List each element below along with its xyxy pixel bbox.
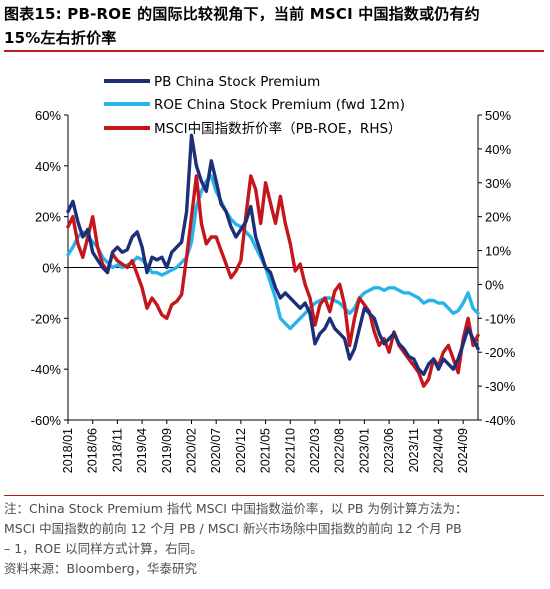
x-tick-label: 2021/05: [259, 428, 273, 473]
right-tick-label: -40%: [485, 413, 516, 428]
right-tick-label: -30%: [485, 379, 516, 394]
x-tick-label: 2020/02: [184, 428, 198, 473]
left-tick-label: 40%: [35, 159, 61, 174]
left-tick-label: 0%: [42, 261, 61, 276]
source-line: 资料来源：Bloomberg，华泰研究: [4, 561, 197, 576]
series-line-msci-discount: [66, 174, 480, 388]
x-tick-label: 2020/07: [209, 428, 223, 473]
x-tick-label: 2023/11: [407, 428, 421, 472]
left-tick-label: -40%: [31, 362, 62, 377]
x-tick-label: 2022/03: [308, 428, 322, 473]
x-tick-label: 2018/11: [110, 428, 124, 472]
figure-title-line-2: 15%左右折价率: [4, 29, 117, 47]
x-tick-label: 2024/04: [431, 428, 445, 473]
series-layer: [66, 133, 480, 388]
x-tick-label: 2023/01: [357, 428, 371, 473]
x-tick-label: 2021/10: [283, 428, 297, 473]
x-tick-label: 2019/09: [160, 428, 174, 473]
series-line-pb-premium: [66, 133, 480, 376]
x-tick-label: 2020/12: [234, 428, 248, 473]
note-line-2: MSCI 中国指数的前向 12 个月 PB / MSCI 新兴市场除中国指数的前…: [4, 521, 462, 536]
left-tick-label: -60%: [31, 413, 62, 428]
x-tick-label: 2018/01: [61, 428, 75, 473]
right-tick-label: -20%: [485, 345, 516, 360]
x-tick-label: 2022/08: [333, 428, 347, 473]
x-tick-label: 2019/04: [135, 428, 149, 473]
right-tick-label: 20%: [485, 210, 511, 225]
right-tick-label: 0%: [485, 277, 504, 292]
x-tick-label: 2023/06: [382, 428, 396, 473]
left-tick-label: 20%: [35, 210, 61, 225]
x-tick-label: 2018/06: [86, 428, 100, 473]
figure-title: 图表15: PB-ROE 的国际比较视角下，当前 MSCI 中国指数或仍有约 1…: [4, 2, 546, 50]
notes-divider: [4, 495, 544, 496]
legend-label: PB China Stock Premium: [154, 74, 320, 90]
note-line-3: – 1，ROE 以同样方式计算，右同。: [4, 541, 203, 556]
right-tick-label: 30%: [485, 176, 511, 191]
legend: PB China Stock Premium ROE China Stock Pr…: [104, 74, 405, 137]
chart-canvas: 60% 40% 20% 0% -20% -40% -60% 50% 40% 30% 20% 10% 0%…: [31, 74, 516, 473]
right-tick-label: 40%: [485, 142, 511, 157]
left-tick-label: 60%: [35, 108, 61, 123]
series-line-roe-premium: [66, 174, 480, 331]
note-line-1: 注：China Stock Premium 指代 MSCI 中国指数溢价率，以 …: [4, 501, 468, 516]
legend-label: MSCI中国指数折价率（PB-ROE，RHS）: [154, 120, 402, 137]
right-tick-label: -10%: [485, 311, 516, 326]
right-tick-label: 10%: [485, 244, 511, 259]
x-tick-label: 2024/09: [456, 428, 470, 473]
legend-label: ROE China Stock Premium (fwd 12m): [154, 97, 405, 113]
figure-title-line-1: 图表15: PB-ROE 的国际比较视角下，当前 MSCI 中国指数或仍有约: [4, 5, 480, 23]
right-tick-label: 50%: [485, 108, 511, 123]
title-divider: [4, 50, 544, 52]
left-tick-label: -20%: [31, 311, 62, 326]
chart-notes: 注：China Stock Premium 指代 MSCI 中国指数溢价率，以 …: [4, 499, 548, 579]
